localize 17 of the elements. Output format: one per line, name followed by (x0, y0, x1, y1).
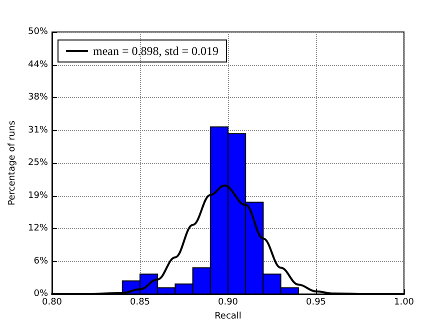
y-axis-title: Percentage of runs (8, 120, 18, 206)
y-tick-label: 50% (28, 27, 48, 37)
legend-label: mean = 0.898, std = 0.019 (93, 44, 219, 58)
x-tick-label: 0.80 (42, 298, 62, 308)
x-axis-title: Recall (214, 311, 242, 322)
x-tick-label: 0.90 (218, 298, 238, 308)
x-tick-label: 0.85 (130, 298, 150, 308)
y-tick-label: 25% (28, 158, 48, 168)
y-tick-label: 6% (34, 256, 48, 266)
x-tick-label: 0.95 (306, 298, 326, 308)
x-tick-label: 1.00 (394, 298, 414, 308)
y-tick-label: 31% (28, 125, 48, 136)
y-tick-label: 0% (34, 289, 48, 299)
y-tick-label: 38% (28, 92, 48, 102)
y-tick-label: 44% (28, 60, 48, 70)
y-tick-label: 12% (28, 224, 48, 234)
y-tick-label: 19% (28, 190, 48, 201)
